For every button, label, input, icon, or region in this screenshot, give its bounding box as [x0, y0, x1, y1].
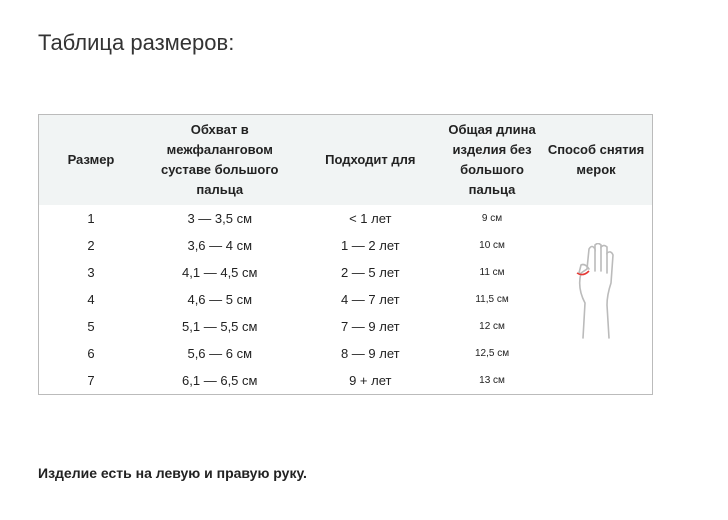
- table-row: 7 6,1 — 6,5 см 9 + лет 13 см: [39, 367, 652, 394]
- length-cell: 12 см: [479, 321, 505, 332]
- table-header-row: Размер Обхват в межфаланговом суставе бо…: [39, 115, 652, 205]
- table-row: 2 3,6 — 4 см 1 — 2 лет 10 см: [39, 232, 652, 259]
- size-cell: 2: [87, 238, 95, 253]
- size-cell: 1: [87, 211, 95, 226]
- size-cell: 5: [87, 319, 95, 334]
- age-cell: 1 — 2 лет: [340, 238, 400, 253]
- circumference-cell: 3 — 3,5 см: [187, 211, 253, 226]
- age-cell: 7 — 9 лет: [340, 319, 400, 334]
- header-size: Размер: [39, 115, 143, 205]
- table-row: 6 5,6 — 6 см 8 — 9 лет 12,5 см: [39, 340, 652, 367]
- age-cell: 4 — 7 лет: [340, 292, 400, 307]
- length-cell: 9 см: [481, 213, 503, 224]
- age-cell: 9 + лет: [349, 373, 392, 388]
- method-cell: [540, 205, 652, 232]
- length-cell: 11,5 см: [475, 294, 509, 305]
- method-cell: [540, 367, 652, 394]
- circumference-cell: 5,6 — 6 см: [187, 346, 253, 361]
- length-cell: 13 см: [479, 375, 505, 386]
- size-cell: 4: [87, 292, 95, 307]
- age-cell: 2 — 5 лет: [340, 265, 400, 280]
- header-method: Способ снятия мерок: [540, 115, 652, 205]
- page-title: Таблица размеров:: [38, 30, 235, 55]
- length-cell: 12,5 см: [474, 348, 510, 359]
- table-row: 4 4,6 — 5 см 4 — 7 лет 11,5 см: [39, 286, 652, 313]
- size-cell: 3: [87, 265, 95, 280]
- circumference-cell: 4,1 — 4,5 см: [182, 265, 258, 280]
- header-length: Общая длина изделия без большого пальца: [444, 115, 541, 205]
- circumference-cell: 4,6 — 5 см: [187, 292, 253, 307]
- table-row: 5 5,1 — 5,5 см 7 — 9 лет 12 см: [39, 313, 652, 340]
- size-cell: 7: [87, 373, 95, 388]
- hand-measure-icon: [567, 242, 627, 352]
- circumference-cell: 3,6 — 4 см: [187, 238, 253, 253]
- length-cell: 10 см: [479, 240, 505, 251]
- circumference-cell: 6,1 — 6,5 см: [182, 373, 258, 388]
- age-cell: < 1 лет: [349, 211, 392, 226]
- table-row: 1 3 — 3,5 см < 1 лет 9 см: [39, 205, 652, 232]
- header-circumference: Обхват в межфаланговом суставе большого …: [142, 115, 297, 205]
- size-cell: 6: [87, 346, 95, 361]
- circumference-cell: 5,1 — 5,5 см: [182, 319, 258, 334]
- age-cell: 8 — 9 лет: [340, 346, 400, 361]
- length-cell: 11 см: [479, 267, 505, 278]
- size-table: Размер Обхват в межфаланговом суставе бо…: [38, 114, 653, 395]
- note-text: Изделие есть на левую и правую руку.: [38, 465, 307, 481]
- table-row: 3 4,1 — 4,5 см 2 — 5 лет 11 см: [39, 259, 652, 286]
- header-age: Подходит для: [296, 115, 445, 205]
